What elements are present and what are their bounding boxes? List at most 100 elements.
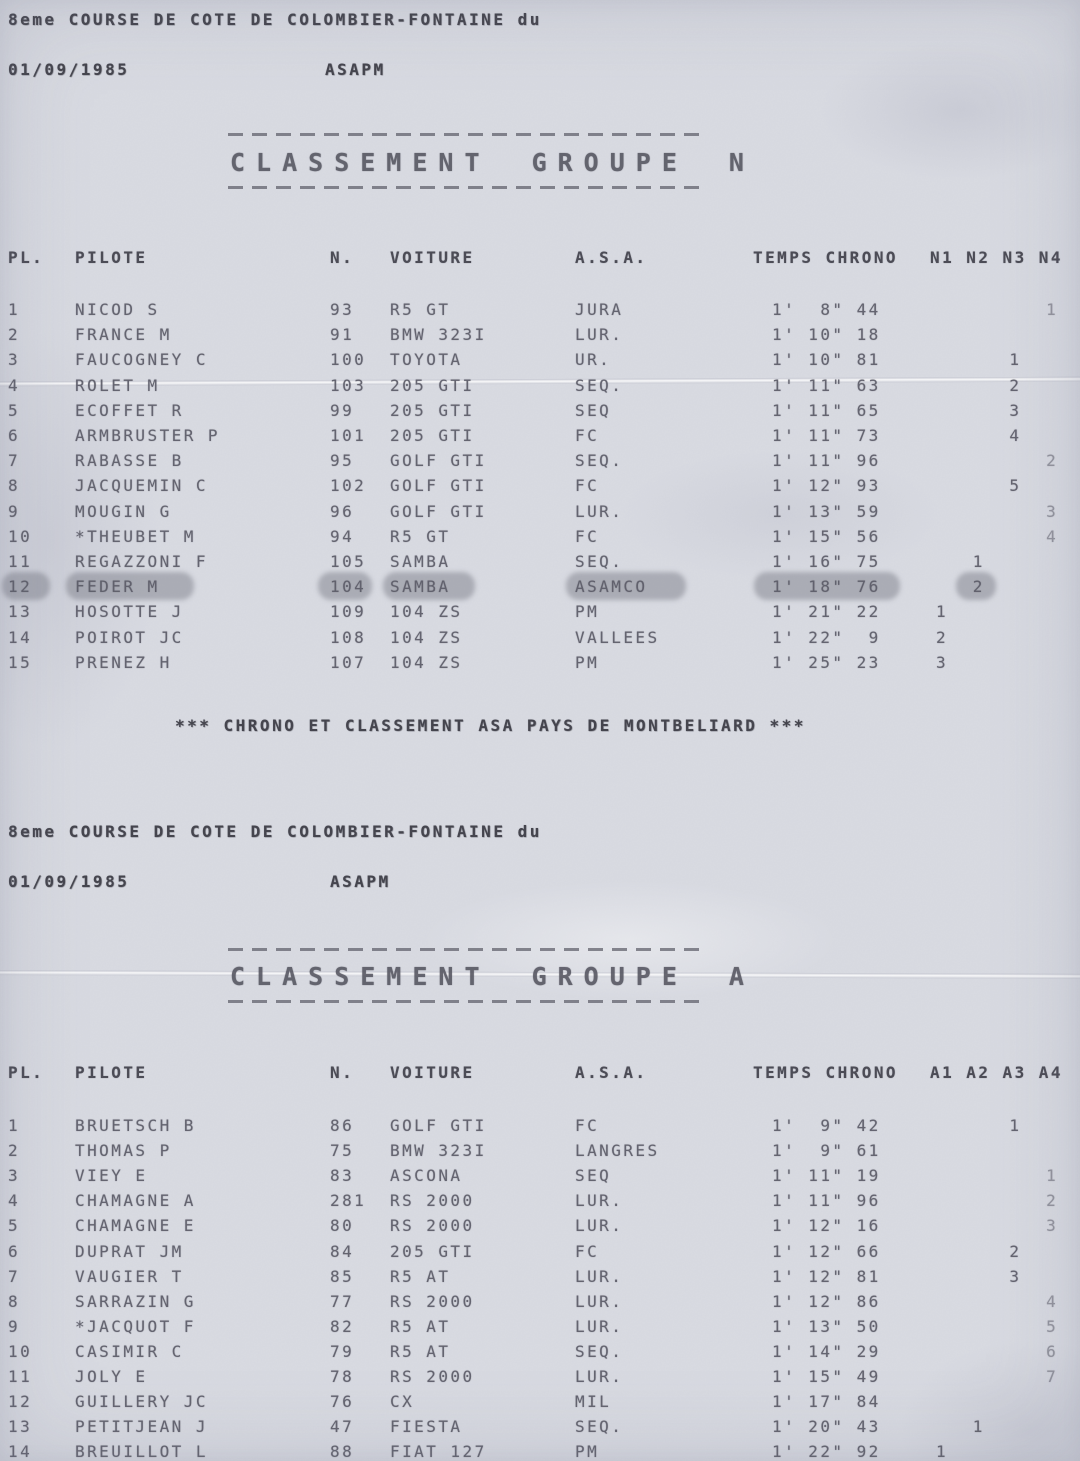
cell-voiture: SAMBA [390, 577, 451, 597]
cell-voiture: 104 ZS [390, 652, 463, 672]
cell-pl: 9 [8, 1316, 21, 1336]
cell-pl: 12 [8, 1392, 33, 1412]
cell-class-rank: 7 [1046, 1367, 1059, 1386]
cell-temps: 1' 18" 76 [772, 577, 881, 597]
cell-asa: FC [575, 1116, 600, 1135]
cell-pl: 7 [8, 451, 21, 471]
cell-voiture: R5 GT [390, 526, 451, 546]
cell-asa: FC [575, 426, 600, 445]
table-row: 1 BRUETSCH B 86 GOLF GTI FC 1' 9" 42 1 [0, 1116, 1080, 1140]
table-row: 8 SARRAZIN G 77 RS 2000 LUR. 1' 12" 86 4 [0, 1292, 1080, 1316]
cell-voiture: R5 GT [390, 300, 451, 319]
cell-num: 85 [330, 1266, 355, 1286]
cell-class-rank: 1 [1046, 300, 1059, 319]
table-row: 10 *THEUBET M 94 R5 GT FC 1' 15" 56 4 [0, 527, 1080, 551]
cell-num: 105 [330, 552, 367, 571]
cell-pl: 3 [8, 350, 21, 370]
cell-class-rank: 4 [1046, 1291, 1059, 1311]
column-header-classes: A1 A2 A3 A4 [930, 1063, 1063, 1082]
cell-pilote: JACQUEMIN C [75, 476, 208, 496]
table-row: 6 ARMBRUSTER P 101 205 GTI FC 1' 11" 73 4 [0, 426, 1080, 450]
cell-voiture: RS 2000 [390, 1216, 475, 1236]
cell-class-rank: 2 [1009, 375, 1022, 395]
table-row: 14 BREUILLOT L 88 FIAT 127 PM 1' 22" 92 1 [0, 1442, 1080, 1461]
cell-asa: PM [575, 1442, 600, 1461]
cell-voiture: SAMBA [390, 552, 451, 571]
cell-asa: LUR. [575, 1191, 624, 1211]
table-row: 12 GUILLERY JC 76 CX MIL 1' 17" 84 [0, 1392, 1080, 1416]
cell-temps: 1' 13" 59 [772, 501, 881, 521]
cell-temps: 1' 11" 65 [772, 400, 881, 420]
cell-pl: 5 [8, 400, 21, 420]
cell-voiture: GOLF GTI [390, 501, 487, 521]
cell-num: 76 [330, 1392, 355, 1412]
cell-voiture: ASCONA [390, 1166, 463, 1186]
table-header-groupe-a: PL. PILOTE N. VOITURE A.S.A. TEMPS CHRON… [0, 1063, 1080, 1087]
cell-pl: 13 [8, 602, 33, 622]
cell-pilote: RABASSE B [75, 451, 184, 471]
cell-class-rank: 1 [1009, 350, 1022, 370]
cell-temps: 1' 12" 86 [772, 1291, 881, 1311]
cell-num: 86 [330, 1116, 355, 1135]
event-date: 01/09/1985 [8, 60, 130, 79]
column-header-voiture: VOITURE [390, 1063, 475, 1082]
cell-pl: 8 [8, 476, 21, 496]
organizer-label: ASAPM [330, 872, 391, 891]
cell-pilote: PETITJEAN J [75, 1417, 208, 1437]
cell-pl: 7 [8, 1266, 21, 1286]
cell-class-rank: 3 [1046, 1216, 1059, 1236]
cell-temps: 1' 9" 61 [772, 1141, 881, 1161]
cell-pl: 1 [8, 300, 21, 319]
cell-voiture: TOYOTA [390, 350, 463, 370]
cell-class-rank: 2 [1009, 1241, 1022, 1261]
cell-temps: 1' 15" 49 [772, 1367, 881, 1386]
cell-asa: FC [575, 1241, 600, 1261]
cell-pilote: HOSOTTE J [75, 602, 184, 622]
cell-temps: 1' 10" 18 [772, 325, 881, 345]
cell-temps: 1' 14" 29 [772, 1341, 881, 1361]
cell-num: 93 [330, 300, 355, 319]
table-row: 1 NICOD S 93 R5 GT JURA 1' 8" 44 1 [0, 300, 1080, 324]
cell-pl: 1 [8, 1116, 21, 1135]
column-header-pilote: PILOTE [75, 1063, 148, 1082]
cell-pilote: THOMAS P [75, 1141, 172, 1161]
cell-pl: 15 [8, 652, 33, 672]
table-header-groupe-n: PL. PILOTE N. VOITURE A.S.A. TEMPS CHRON… [0, 248, 1080, 272]
cell-pilote: POIROT JC [75, 627, 184, 647]
column-header-asa: A.S.A. [575, 248, 648, 267]
cell-pilote: BRUETSCH B [75, 1116, 196, 1135]
cell-asa: SEQ. [575, 375, 624, 395]
cell-asa: LUR. [575, 501, 624, 521]
cell-pilote: ECOFFET R [75, 400, 184, 420]
cell-num: 84 [330, 1241, 355, 1261]
cell-pl: 10 [8, 526, 33, 546]
cell-temps: 1' 8" 44 [772, 300, 881, 319]
cell-asa: ASAMCO [575, 577, 648, 597]
section-title-groupe-a: CLASSEMENT GROUPE A [230, 962, 755, 991]
cell-num: 88 [330, 1442, 355, 1461]
cell-pilote: *JACQUOT F [75, 1316, 196, 1336]
table-row: 2 THOMAS P 75 BMW 323I LANGRES 1' 9" 61 [0, 1141, 1080, 1165]
cell-class-rank: 5 [1046, 1316, 1059, 1336]
cell-asa: UR. [575, 350, 612, 370]
table-row: 10 CASIMIR C 79 R5 AT SEQ. 1' 14" 29 6 [0, 1342, 1080, 1366]
cell-voiture: 205 GTI [390, 426, 475, 445]
cell-voiture: 205 GTI [390, 1241, 475, 1261]
column-header-classes: N1 N2 N3 N4 [930, 248, 1063, 267]
cell-pilote: DUPRAT JM [75, 1241, 184, 1261]
cell-temps: 1' 11" 73 [772, 426, 881, 445]
cell-pilote: CHAMAGNE E [75, 1216, 196, 1236]
cell-pilote: FEDER M [75, 577, 160, 597]
table-row: 11 JOLY E 78 RS 2000 LUR. 1' 15" 49 7 [0, 1367, 1080, 1391]
table-row: 5 ECOFFET R 99 205 GTI SEQ 1' 11" 65 3 [0, 401, 1080, 425]
cell-asa: MIL [575, 1392, 612, 1412]
cell-voiture: GOLF GTI [390, 1116, 487, 1135]
cell-asa: FC [575, 476, 600, 496]
cell-asa: LUR. [575, 1291, 624, 1311]
cell-class-rank: 1 [1009, 1116, 1022, 1135]
cell-num: 83 [330, 1166, 355, 1186]
cell-asa: SEQ. [575, 1341, 624, 1361]
cell-pl: 11 [8, 1367, 33, 1386]
cell-temps: 1' 13" 50 [772, 1316, 881, 1336]
cell-num: 47 [330, 1417, 355, 1437]
